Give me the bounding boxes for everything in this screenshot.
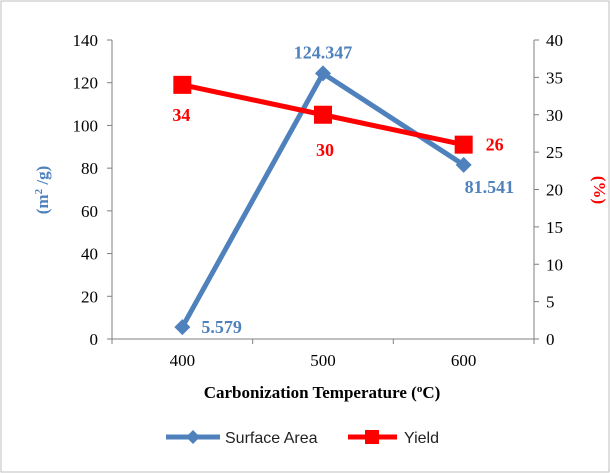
legend-label-surface-area: Surface Area xyxy=(225,430,318,447)
right-axis-title: (%) xyxy=(590,176,609,204)
left-tick-label: 20 xyxy=(81,287,98,306)
left-axis-title-suffix: /g) xyxy=(33,166,52,189)
legend: Surface Area Yield xyxy=(166,430,439,447)
x-tick-label: 400 xyxy=(170,351,196,370)
right-tick-label: 30 xyxy=(546,106,563,125)
marker-surface-area xyxy=(174,319,191,336)
marker-yield xyxy=(173,75,192,94)
right-tick-label: 40 xyxy=(546,31,563,50)
x-axis-title-sup: o xyxy=(417,383,423,395)
data-label-yield: 26 xyxy=(486,135,504,155)
marker-surface-area xyxy=(315,65,331,82)
right-tick-label: 35 xyxy=(546,68,563,87)
left-tick-label: 100 xyxy=(73,116,99,135)
left-tick-label: 40 xyxy=(81,245,98,264)
legend-label-yield: Yield xyxy=(404,430,439,447)
x-tick-group: 400 500 600 xyxy=(111,339,535,370)
right-tick-label: 5 xyxy=(546,293,555,312)
series-group xyxy=(173,65,473,336)
data-label-yield: 34 xyxy=(172,105,190,125)
left-tick-label: 80 xyxy=(81,159,98,178)
left-tick-label: 0 xyxy=(90,330,99,349)
right-tick-group: 0 5 10 15 20 25 30 35 40 xyxy=(534,31,563,349)
left-tick-label: 120 xyxy=(73,74,99,93)
data-label-surface-area: 124.347 xyxy=(294,42,353,62)
marker-surface-area xyxy=(455,156,472,173)
marker-yield xyxy=(454,135,473,154)
data-label-surface-area: 81.541 xyxy=(465,177,514,197)
right-tick-label: 10 xyxy=(546,255,563,274)
right-tick-label: 20 xyxy=(546,181,563,200)
left-axis-title-sup: 2 xyxy=(33,188,45,194)
left-axis-title-prefix: (m xyxy=(33,194,52,214)
left-axis-title: (m2 /g) xyxy=(33,166,52,214)
x-tick-label: 500 xyxy=(310,351,336,370)
left-tick-label: 140 xyxy=(73,31,99,50)
right-tick-label: 25 xyxy=(546,143,563,162)
legend-marker-yield xyxy=(365,430,379,444)
left-tick-group: 0 20 40 60 80 100 120 140 xyxy=(73,31,112,349)
left-tick-label: 60 xyxy=(81,202,98,221)
x-axis-title: Carbonization Temperature (oC) xyxy=(204,383,441,402)
x-axis-title-main: Carbonization Temperature ( xyxy=(204,383,417,402)
data-label-yield: 30 xyxy=(316,140,334,160)
right-tick-label: 0 xyxy=(546,330,555,349)
marker-yield xyxy=(314,105,332,124)
data-label-group: 5.579 124.347 81.541 34 30 26 xyxy=(172,42,514,337)
x-tick-label: 600 xyxy=(451,351,477,370)
right-tick-label: 15 xyxy=(546,218,563,237)
legend-marker-surface-area xyxy=(186,430,200,444)
x-axis-title-end: C) xyxy=(422,383,440,402)
data-label-surface-area: 5.579 xyxy=(201,317,242,337)
